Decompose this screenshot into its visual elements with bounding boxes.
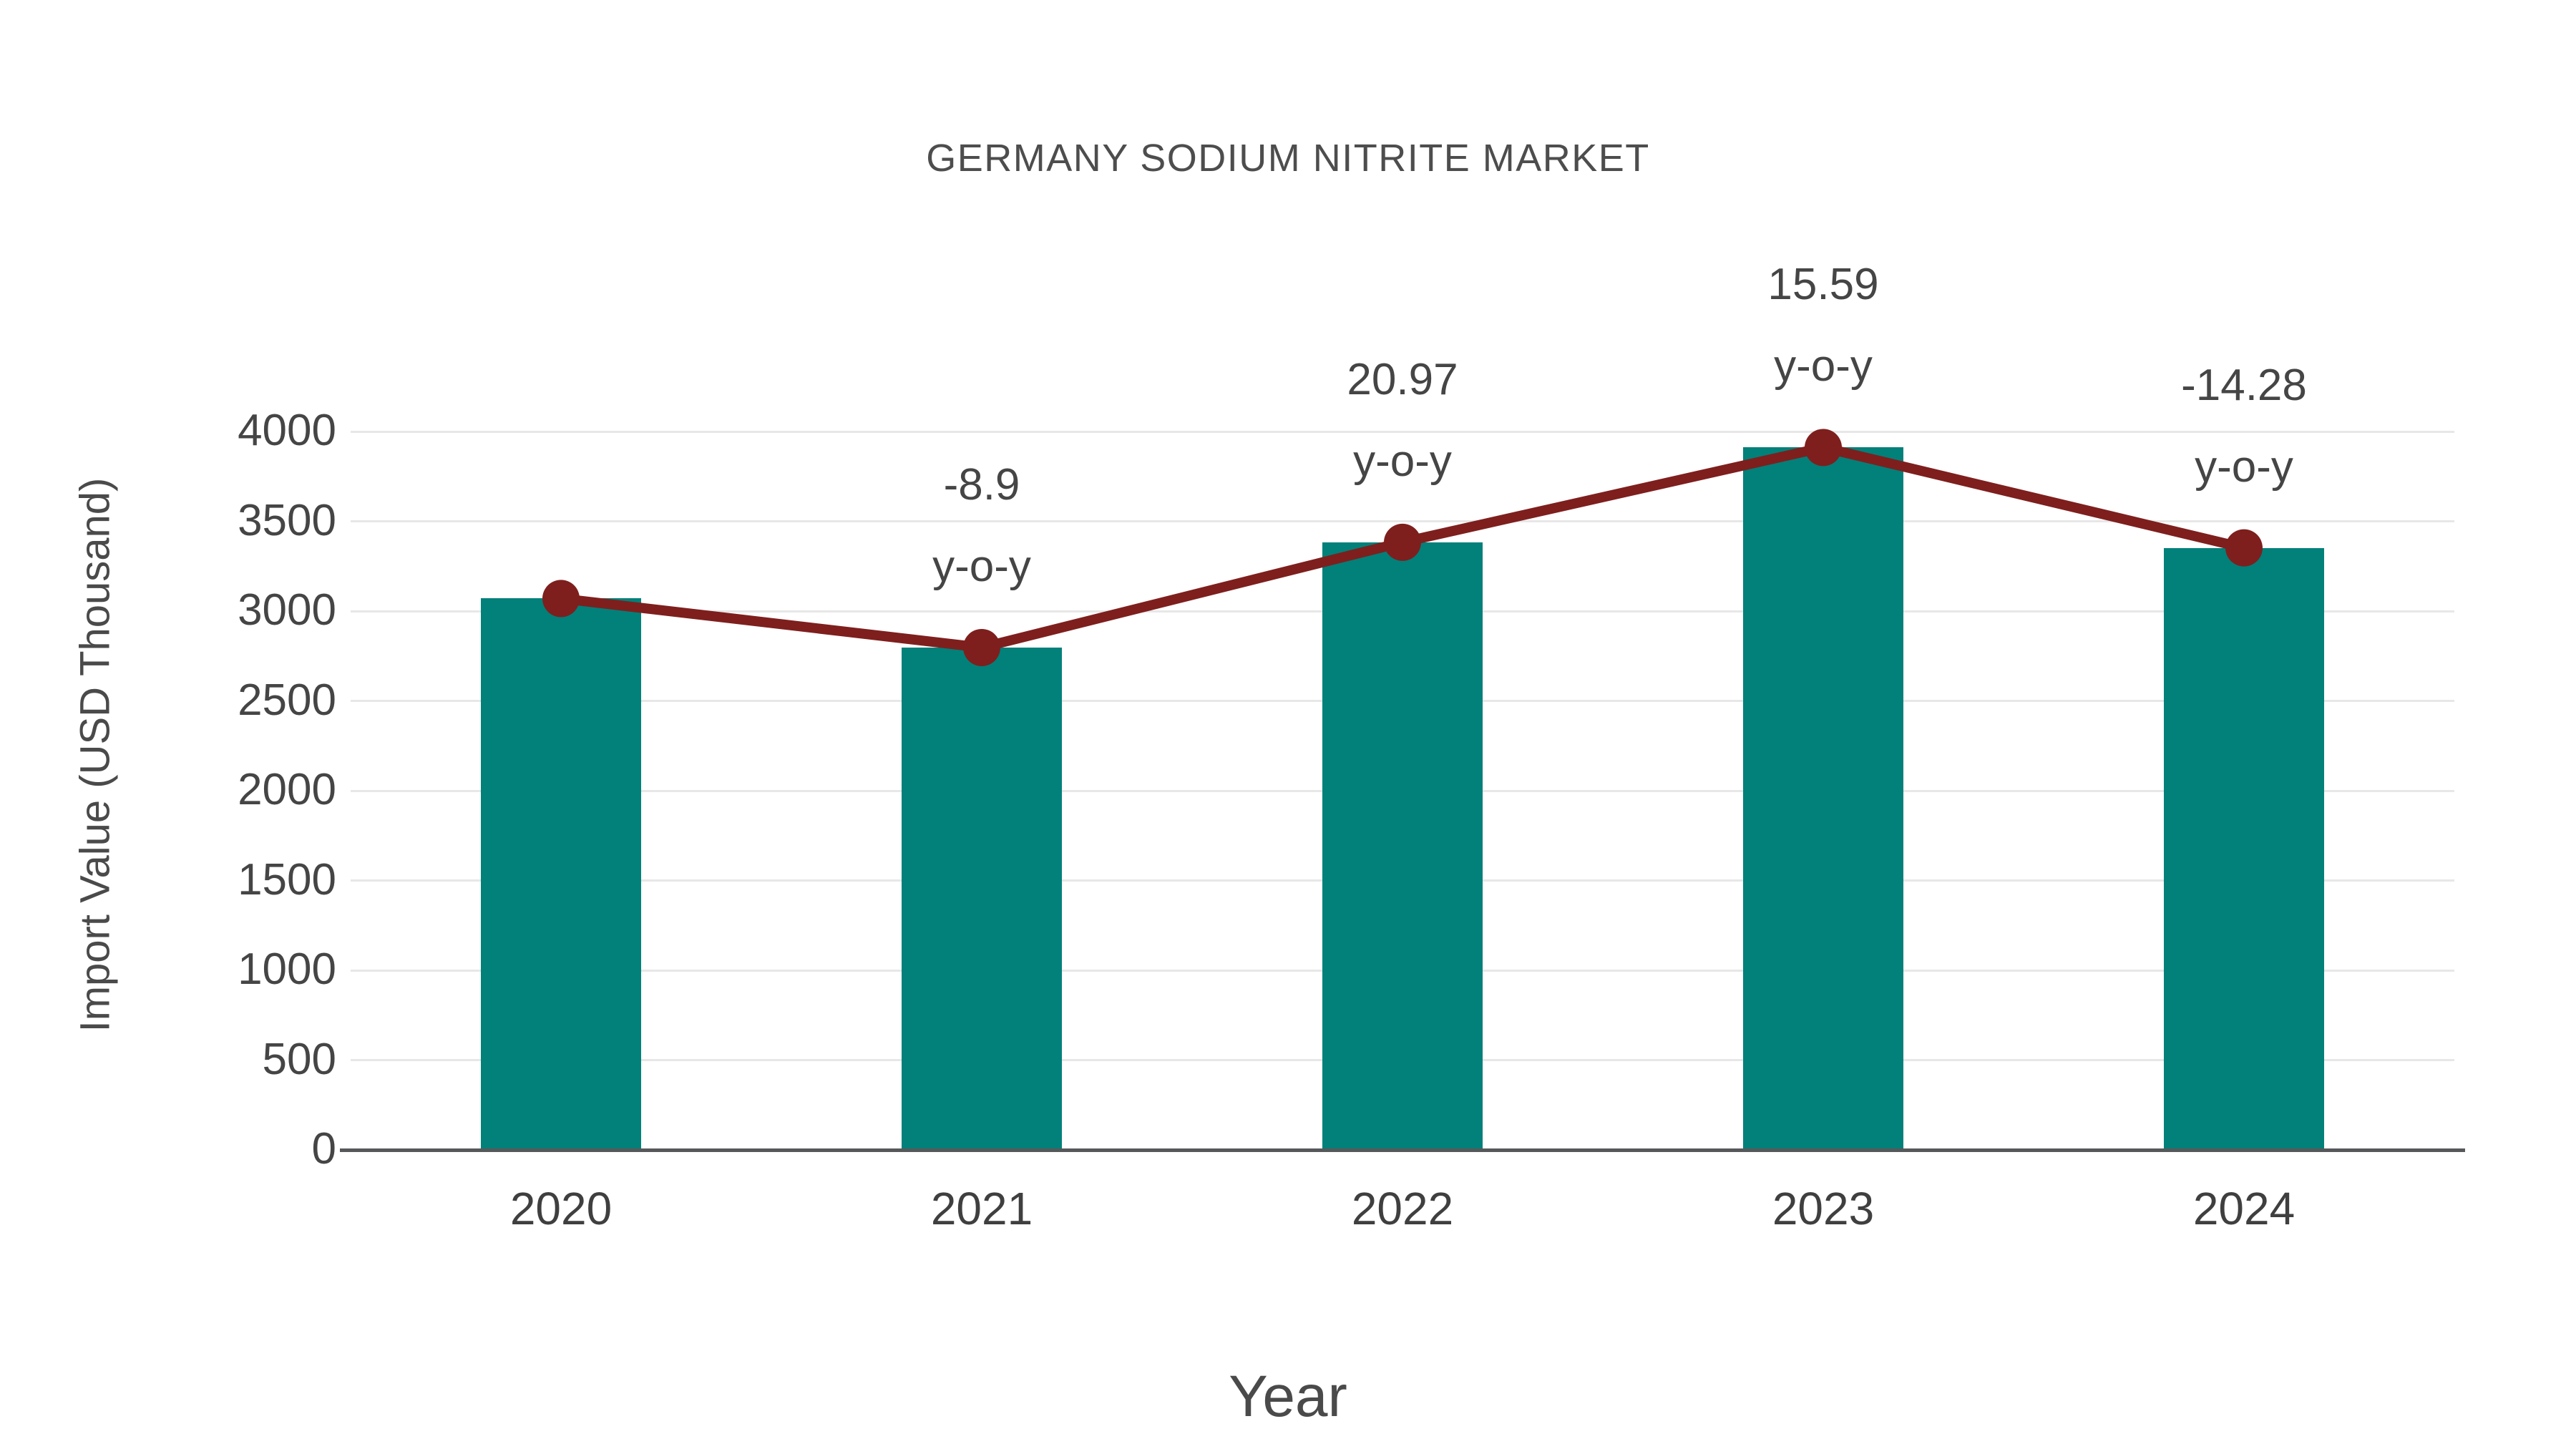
y-tick-label-0: 0 [311, 1124, 336, 1174]
bar-2020 [481, 598, 641, 1150]
yoy-annotation-2023: 15.59 y-o-y [1767, 244, 1878, 407]
y-tick-label-4000: 4000 [238, 406, 336, 456]
chart-title: GERMANY SODIUM NITRITE MARKET [926, 137, 1650, 180]
data-point-marker-2022 [1384, 523, 1421, 561]
bar-2021 [902, 647, 1062, 1150]
gridline-4000 [351, 430, 2454, 433]
yoy-suffix-2024: y-o-y [2195, 441, 2293, 492]
y-tick-label-1500: 1500 [238, 854, 336, 904]
bar-2023 [1743, 447, 1903, 1150]
x-axis-label: Year [1229, 1364, 1347, 1429]
y-tick-label-3500: 3500 [238, 495, 336, 545]
y-tick-label-2000: 2000 [238, 765, 336, 815]
yoy-suffix-2023: y-o-y [1774, 341, 1873, 391]
y-tick-label-500: 500 [262, 1034, 336, 1084]
y-tick-label-2500: 2500 [238, 675, 336, 725]
y-tick-label-3000: 3000 [238, 585, 336, 635]
yoy-suffix-2021: y-o-y [932, 541, 1031, 591]
yoy-value-2024: -14.28 [2181, 360, 2307, 410]
x-tick-label-2020: 2020 [509, 1183, 613, 1234]
bar-2024 [2164, 547, 2324, 1150]
yoy-value-2023: 15.59 [1767, 260, 1879, 310]
yoy-value-2022: 20.97 [1347, 354, 1458, 404]
yoy-annotation-2022: 20.97 y-o-y [1347, 339, 1458, 502]
data-point-marker-2024 [2225, 529, 2263, 567]
x-tick-label-2021: 2021 [930, 1183, 1033, 1234]
y-tick-label-1000: 1000 [238, 945, 336, 995]
data-point-marker-2023 [1805, 429, 1842, 467]
bar-2022 [1322, 542, 1483, 1150]
x-axis-line [340, 1148, 2465, 1152]
x-tick-label-2023: 2023 [1772, 1183, 1875, 1234]
x-tick-label-2024: 2024 [2192, 1183, 2296, 1234]
yoy-value-2021: -8.9 [943, 459, 1020, 509]
data-point-marker-2021 [963, 628, 1000, 666]
data-point-marker-2020 [542, 580, 580, 618]
yoy-annotation-2024: -14.28 y-o-y [2181, 345, 2307, 508]
yoy-annotation-2021: -8.9 y-o-y [932, 444, 1031, 608]
gridline-3500 [351, 520, 2454, 522]
x-tick-label-2022: 2022 [1351, 1183, 1454, 1234]
yoy-suffix-2022: y-o-y [1353, 436, 1452, 486]
